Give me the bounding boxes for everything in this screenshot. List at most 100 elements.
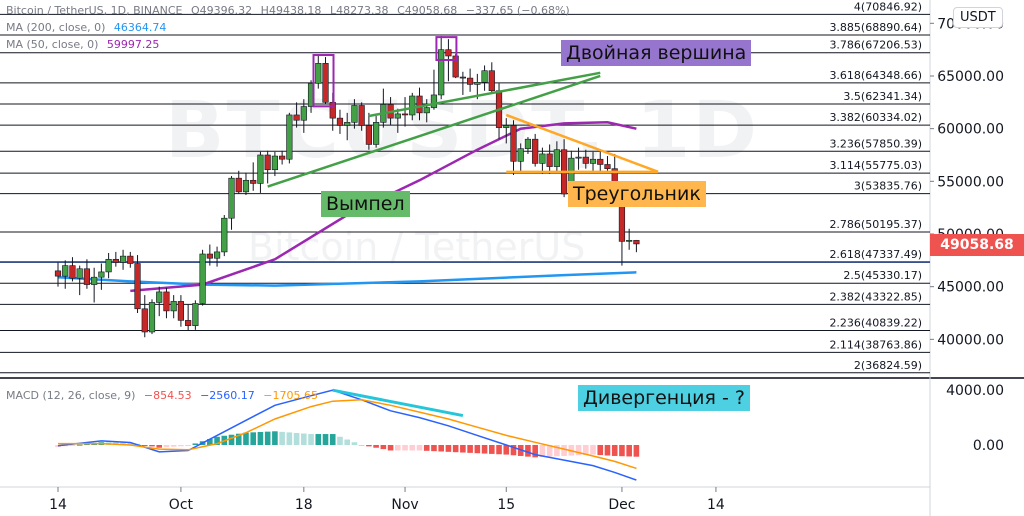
candle-body xyxy=(286,114,293,160)
macd-histogram-bar xyxy=(207,439,213,445)
legend-close: C49058.68 xyxy=(397,4,458,17)
legend-low: L48273.38 xyxy=(329,4,389,17)
candle-body xyxy=(365,125,372,145)
candle-body xyxy=(119,255,127,263)
candle-body xyxy=(199,253,206,304)
candle-body xyxy=(467,77,474,85)
candle-body xyxy=(54,270,62,277)
macd-histogram-bar xyxy=(489,445,495,454)
macd-histogram-bar xyxy=(293,432,300,445)
macd-histogram-bar xyxy=(409,445,416,451)
macd-histogram-bar xyxy=(373,445,379,448)
candle-body xyxy=(300,106,307,121)
fib-level-label: 3.618(64348.66) xyxy=(829,69,922,82)
macd-histogram-bar xyxy=(402,445,408,451)
candle-body xyxy=(633,240,640,245)
macd-histogram-bar xyxy=(604,445,611,456)
macd-histogram-bar xyxy=(84,443,90,445)
macd-histogram-bar xyxy=(481,445,488,454)
candle-body xyxy=(351,105,358,123)
macd-histogram-bar xyxy=(423,445,430,451)
candle-body xyxy=(344,122,351,126)
macd-histogram-bar xyxy=(416,445,423,451)
signal-line xyxy=(58,399,637,470)
macd-histogram-bar xyxy=(611,445,618,456)
macd-histogram-bar xyxy=(286,432,293,445)
time-axis-label: Dec xyxy=(608,497,635,513)
macd-histogram-bar xyxy=(141,445,148,446)
macd-histogram-bar xyxy=(366,445,372,447)
ma200-line xyxy=(57,271,637,287)
candle-body xyxy=(235,177,242,193)
macd-histogram-bar xyxy=(597,445,604,456)
candle-body xyxy=(112,258,119,263)
candle-body xyxy=(336,117,344,126)
candle-body xyxy=(582,156,589,164)
legend-change: −337.65 (−0.68%) xyxy=(465,4,570,17)
macd-histogram-bar xyxy=(539,445,546,457)
candle-body xyxy=(445,49,452,57)
macd-histogram-bar xyxy=(633,445,640,457)
candle-body xyxy=(293,114,300,121)
macd-histogram-bar xyxy=(510,445,517,456)
macd-histogram-bar xyxy=(380,445,387,450)
triangle-upper-line xyxy=(505,113,659,174)
fib-level-label: 4(70846.92) xyxy=(854,0,922,13)
time-axis-label: 18 xyxy=(295,497,313,513)
fib-level-label: 3.236(57850.39) xyxy=(829,137,922,150)
candle-body xyxy=(416,95,423,114)
macd-histogram-bar xyxy=(243,432,249,445)
ma200-label: MA (200, close, 0) xyxy=(6,21,106,34)
macd-histogram-bar xyxy=(619,445,625,457)
fib-level-label: 2.114(38763.86) xyxy=(829,338,922,351)
candle-body xyxy=(604,164,611,169)
price-axis-label: 45000.00 xyxy=(937,280,1004,296)
macd-signal-value: −1705.65 xyxy=(263,389,319,402)
macd-histogram-bar xyxy=(308,434,314,445)
double-top-marker xyxy=(312,54,335,108)
macd-histogram-bar xyxy=(257,431,264,445)
candle-body xyxy=(83,268,91,285)
time-axis-label: Oct xyxy=(169,497,194,513)
macd-axis-label: 0.00 xyxy=(973,438,1004,454)
candle-body xyxy=(279,155,286,160)
legend-title: Bitcoin / TetherUS, 1D, BINANCE xyxy=(6,4,183,17)
candle-body xyxy=(98,271,105,278)
macd-histogram-bar xyxy=(582,445,589,455)
candle-body xyxy=(228,177,235,219)
candle-body xyxy=(503,125,510,128)
candle-body xyxy=(91,276,98,285)
candle-body xyxy=(257,154,264,184)
macd-histogram-bar xyxy=(235,433,242,445)
fib-level-label: 3.382(60334.02) xyxy=(829,111,922,124)
candle-body xyxy=(163,291,170,312)
candle-body xyxy=(575,156,582,159)
time-axis-label: Nov xyxy=(391,497,418,513)
triangle-label: Треугольник xyxy=(568,181,706,207)
legend-ma200: MA (200, close, 0) 46364.74 xyxy=(6,21,171,34)
macd-histogram-bar xyxy=(445,445,452,452)
divergence-line xyxy=(332,388,464,418)
macd-histogram-bar xyxy=(351,442,358,445)
macd-histogram-bar xyxy=(228,434,235,445)
macd-histogram-bar xyxy=(344,439,350,445)
legend-main: Bitcoin / TetherUS, 1D, BINANCE O49396.3… xyxy=(6,4,575,17)
candle-body xyxy=(474,82,481,85)
candle-body xyxy=(242,179,250,193)
macd-label: MACD (12, 26, close, 9) xyxy=(6,389,136,402)
macd-histogram-bar xyxy=(272,431,278,445)
macd-histogram-bar xyxy=(120,442,126,445)
candle-body xyxy=(69,265,76,279)
candle-body xyxy=(589,158,597,164)
macd-histogram-bar xyxy=(149,445,155,447)
fib-level-label: 3.5(62341.34) xyxy=(843,90,922,103)
macd-histogram-bar xyxy=(467,445,473,453)
macd-histogram-bar xyxy=(178,445,184,447)
candle-body xyxy=(401,113,409,116)
candle-body xyxy=(213,251,221,259)
currency-button[interactable]: USDT xyxy=(953,7,1003,28)
candle-body xyxy=(553,149,560,167)
candle-body xyxy=(271,155,279,171)
macd-histogram-bar xyxy=(264,431,271,445)
